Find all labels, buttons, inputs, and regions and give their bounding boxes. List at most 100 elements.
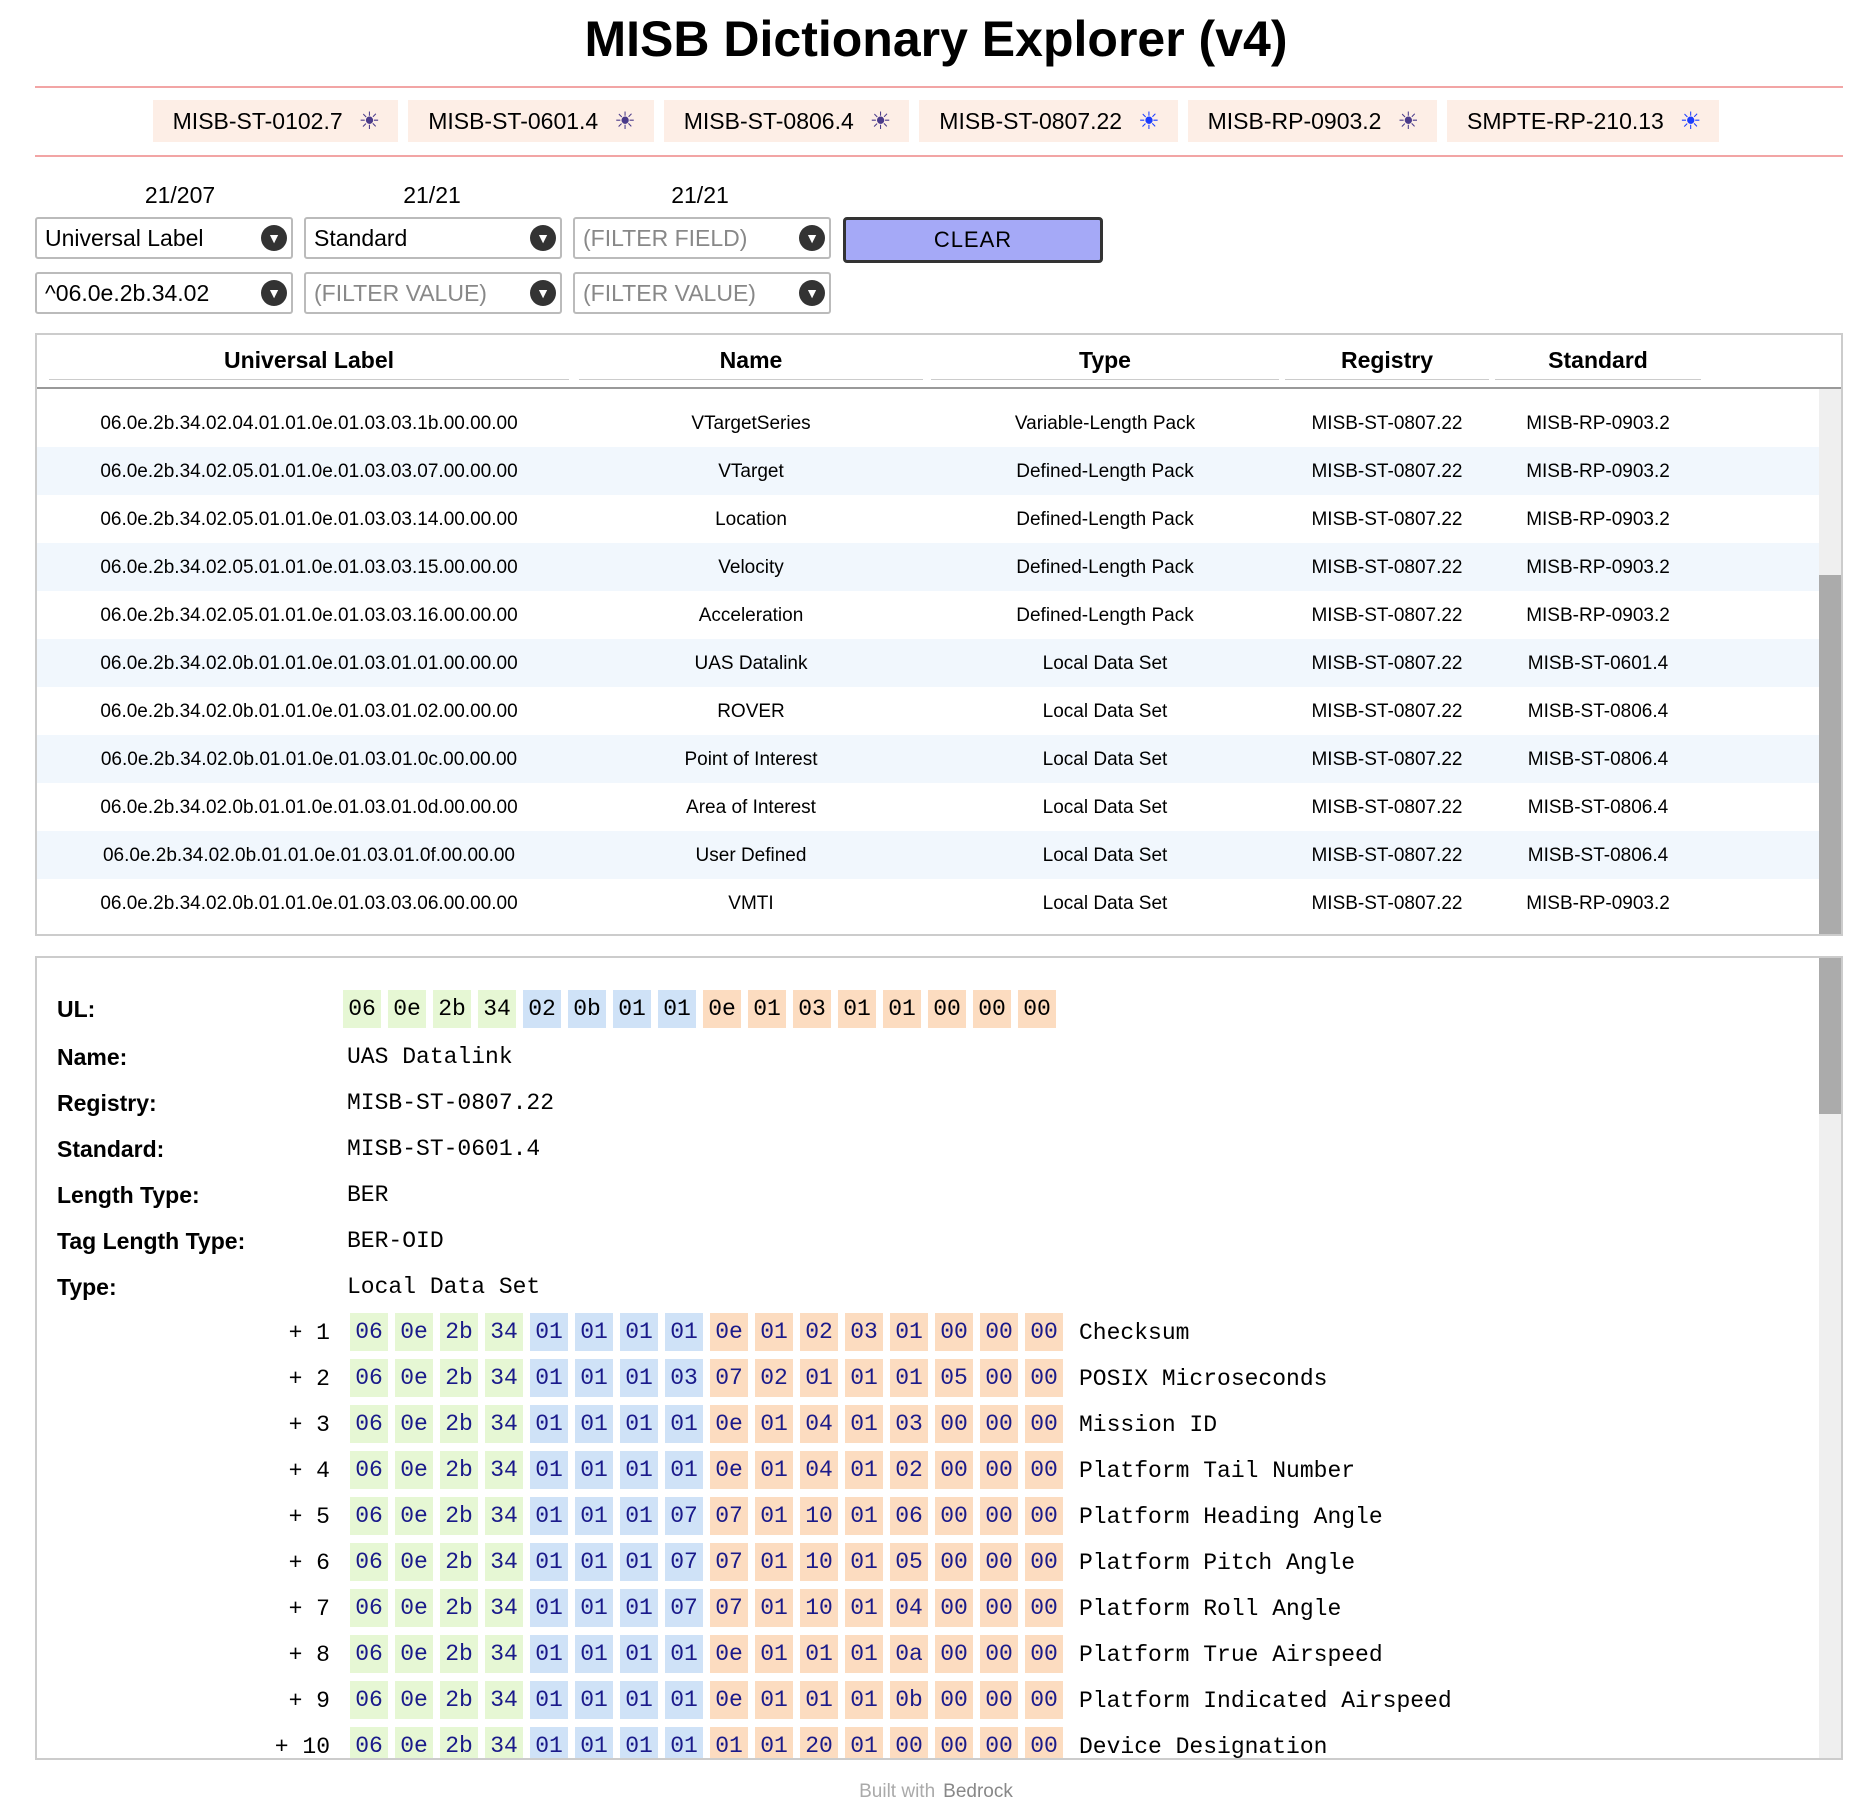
table-row[interactable]: 06.0e.2b.34.02.0b.01.01.0e.01.03.01.0d.0… [37, 783, 1819, 831]
registry-chip[interactable]: SMPTE-RP-210.13 ☀ [1446, 100, 1720, 142]
filter-field-select-2[interactable]: Standard ▼ [304, 217, 562, 259]
cell-registry: MISB-ST-0807.22 [1311, 797, 1463, 818]
sun-icon[interactable]: ☀ [1679, 107, 1702, 135]
child-expand-toggle[interactable]: + 8 [288, 1642, 330, 1668]
cell-registry: MISB-ST-0807.22 [1311, 413, 1463, 434]
child-expand-toggle[interactable]: + 4 [288, 1458, 330, 1484]
registry-chip[interactable]: MISB-RP-0903.2 ☀ [1187, 100, 1437, 142]
column-header-type[interactable]: Type [931, 347, 1279, 380]
footer-brand-link[interactable]: Bedrock [943, 1781, 1013, 1802]
column-header-universal-label[interactable]: Universal Label [49, 347, 569, 380]
cell-standard: MISB-RP-0903.2 [1526, 413, 1670, 434]
cell-registry: MISB-ST-0807.22 [1311, 749, 1463, 770]
cell-universal-label: 06.0e.2b.34.02.0b.01.01.0e.01.03.01.0f.0… [102, 845, 516, 866]
detail-scrollbar-thumb[interactable] [1819, 958, 1841, 1114]
ul-byte: 01 [620, 1313, 658, 1351]
sun-icon[interactable]: ☀ [614, 107, 636, 135]
ul-byte: 02 [890, 1451, 928, 1489]
table-row[interactable]: 06.0e.2b.34.02.0b.01.01.0e.01.03.01.01.0… [37, 639, 1819, 687]
table-row[interactable]: 06.0e.2b.34.02.05.01.01.0e.01.03.03.15.0… [37, 543, 1819, 591]
detail-scrollbar[interactable] [1819, 958, 1841, 1758]
ul-byte: 06 [343, 990, 381, 1028]
ul-byte: 01 [845, 1727, 883, 1758]
count-field3: 21/21 [671, 182, 729, 208]
ul-byte: 2b [440, 1727, 478, 1758]
table-row[interactable]: 06.0e.2b.34.02.0b.01.01.0e.01.03.03.06.0… [37, 879, 1819, 927]
ul-byte: 01 [575, 1681, 613, 1719]
filter-field-select-1[interactable]: Universal Label ▼ [35, 217, 293, 259]
table-row[interactable]: 06.0e.2b.34.02.0b.01.01.0e.01.03.01.0c.0… [37, 735, 1819, 783]
child-expand-toggle[interactable]: + 10 [274, 1734, 330, 1760]
ul-byte: 07 [710, 1589, 748, 1627]
child-expand-toggle[interactable]: + 5 [288, 1504, 330, 1530]
table-row[interactable]: 06.0e.2b.34.02.0b.01.01.0e.01.03.01.02.0… [37, 687, 1819, 735]
ul-byte: 34 [485, 1497, 523, 1535]
ul-byte: 00 [890, 1727, 928, 1758]
table-row[interactable]: 06.0e.2b.34.02.04.01.01.0e.01.03.03.1b.0… [37, 399, 1819, 447]
registry-chip[interactable]: MISB-ST-0807.22 ☀ [919, 100, 1178, 142]
ul-byte: 07 [665, 1589, 703, 1627]
sun-icon[interactable]: ☀ [1397, 107, 1419, 135]
column-header-registry[interactable]: Registry [1285, 347, 1489, 380]
ul-byte: 01 [755, 1497, 793, 1535]
child-expand-toggle[interactable]: + 9 [288, 1688, 330, 1714]
ul-byte: 0e [395, 1313, 433, 1351]
sun-icon[interactable]: ☀ [358, 107, 381, 135]
cell-universal-label: 06.0e.2b.34.02.05.01.01.0e.01.03.03.14.0… [100, 509, 518, 530]
table-scrollbar-thumb[interactable] [1819, 575, 1841, 934]
table-row[interactable]: 06.0e.2b.34.02.05.01.01.0e.01.03.03.16.0… [37, 591, 1819, 639]
filter-value-input-1[interactable]: ^06.0e.2b.34.02 ▼ [35, 272, 293, 314]
filter-field-value: Standard [314, 224, 408, 251]
registry-chip-label: SMPTE-RP-210.13 [1466, 107, 1664, 134]
registry-chip[interactable]: MISB-ST-0601.4 ☀ [408, 100, 654, 142]
table-row[interactable]: 06.0e.2b.34.02.05.01.01.0e.01.03.03.14.0… [37, 495, 1819, 543]
ul-byte: 2b [440, 1405, 478, 1443]
ul-byte: 0e [395, 1727, 433, 1758]
ul-byte: 01 [845, 1635, 883, 1673]
ul-byte: 01 [575, 1313, 613, 1351]
length-type-label: Length Type: [57, 1182, 200, 1208]
child-expand-toggle[interactable]: + 2 [288, 1366, 330, 1392]
child-name: Platform Heading Angle [1079, 1504, 1383, 1530]
filter-value-input-2[interactable]: (FILTER VALUE) ▼ [304, 272, 562, 314]
ul-byte: 00 [935, 1635, 973, 1673]
child-expand-toggle[interactable]: + 6 [288, 1550, 330, 1576]
clear-button[interactable]: CLEAR [843, 217, 1103, 263]
cell-type: Local Data Set [1042, 653, 1168, 674]
ul-byte: 00 [980, 1727, 1018, 1758]
ul-byte: 01 [613, 990, 651, 1028]
ul-byte: 01 [620, 1497, 658, 1535]
filter-value-input-3[interactable]: (FILTER VALUE) ▼ [573, 272, 831, 314]
registry-chip[interactable]: MISB-ST-0806.4 ☀ [663, 100, 910, 142]
ul-byte: 00 [1018, 990, 1056, 1028]
ul-byte: 01 [845, 1497, 883, 1535]
table-row[interactable]: 06.0e.2b.34.02.05.01.01.0e.01.03.03.07.0… [37, 447, 1819, 495]
child-ul-bytes: 06 0e 2b 34 01 01 01 07 07 01 10 01 04 00 00 00 [350, 1589, 1063, 1627]
filter-field-select-3[interactable]: (FILTER FIELD) ▼ [573, 217, 831, 259]
registry-chip[interactable]: MISB-ST-0102.7 ☀ [152, 100, 399, 142]
filter-field-value: Universal Label [45, 224, 204, 251]
cell-type: Local Data Set [1042, 701, 1168, 722]
column-header-standard[interactable]: Standard [1495, 347, 1701, 380]
child-expand-toggle[interactable]: + 1 [288, 1320, 330, 1346]
divider-bottom [35, 155, 1843, 157]
child-ul-bytes: 06 0e 2b 34 01 01 01 01 0e 01 01 01 0b 00 00 00 [350, 1681, 1063, 1719]
child-expand-toggle[interactable]: + 3 [288, 1412, 330, 1438]
child-expand-toggle[interactable]: + 7 [288, 1596, 330, 1622]
ul-byte: 00 [1025, 1727, 1063, 1758]
ul-byte: 01 [620, 1451, 658, 1489]
sun-icon[interactable]: ☀ [869, 107, 892, 135]
sun-icon[interactable]: ☀ [1138, 107, 1160, 135]
ul-byte: 01 [575, 1497, 613, 1535]
column-header-name[interactable]: Name [579, 347, 923, 380]
ul-byte: 04 [890, 1589, 928, 1627]
table-scrollbar[interactable] [1819, 389, 1841, 934]
cell-standard: MISB-ST-0806.4 [1527, 797, 1669, 818]
cell-type: Local Data Set [1042, 749, 1168, 770]
ul-byte: 00 [935, 1589, 973, 1627]
ul-byte: 2b [433, 990, 471, 1028]
table-row[interactable]: 06.0e.2b.34.02.0b.01.01.0e.01.03.01.0f.0… [37, 831, 1819, 879]
registry-chip-label: MISB-ST-0807.22 [939, 107, 1123, 134]
ul-byte: 0e [710, 1451, 748, 1489]
ul-byte: 2b [440, 1359, 478, 1397]
